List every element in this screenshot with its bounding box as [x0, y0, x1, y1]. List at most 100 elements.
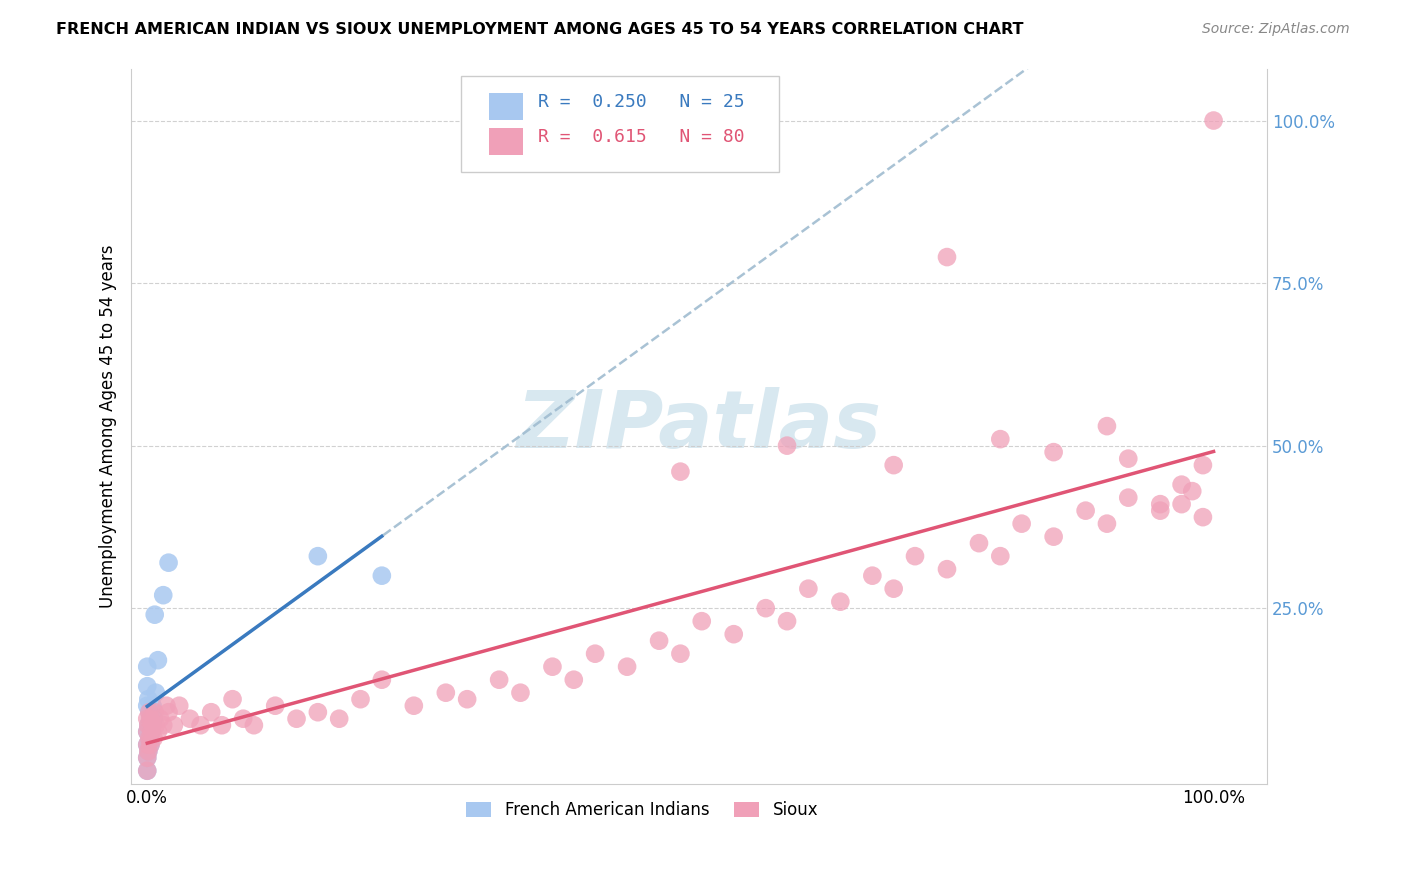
Point: [152, 588, 174, 602]
Point: [860, 568, 883, 582]
Point: [190, 718, 212, 732]
Point: [136, 724, 159, 739]
Point: [146, 653, 169, 667]
Point: [1074, 503, 1097, 517]
Point: [149, 712, 172, 726]
Point: [136, 659, 159, 673]
Point: [936, 562, 959, 576]
Point: [138, 705, 160, 719]
Point: [371, 673, 394, 687]
Point: [136, 750, 159, 764]
Point: [616, 659, 638, 673]
Point: [1192, 458, 1215, 472]
Point: [883, 458, 905, 472]
Point: [402, 698, 425, 713]
Point: [1095, 419, 1118, 434]
Point: [883, 582, 905, 596]
Point: [139, 738, 162, 752]
Point: [139, 712, 162, 726]
Point: [136, 738, 159, 752]
Point: [967, 536, 990, 550]
Point: [136, 750, 159, 764]
Point: [167, 698, 190, 713]
FancyBboxPatch shape: [489, 128, 523, 155]
Point: [1116, 491, 1139, 505]
Point: [141, 724, 163, 739]
Point: [146, 724, 169, 739]
Point: [541, 659, 564, 673]
Point: [136, 679, 159, 693]
Point: [136, 712, 159, 726]
Point: [648, 633, 671, 648]
Y-axis label: Unemployment Among Ages 45 to 54 years: Unemployment Among Ages 45 to 54 years: [100, 244, 117, 607]
Point: [936, 250, 959, 264]
Point: [307, 549, 329, 564]
Point: [157, 556, 180, 570]
Point: [988, 432, 1011, 446]
Point: [142, 718, 165, 732]
FancyBboxPatch shape: [461, 76, 779, 172]
Point: [136, 692, 159, 706]
Text: ZIPatlas: ZIPatlas: [516, 387, 882, 465]
Text: FRENCH AMERICAN INDIAN VS SIOUX UNEMPLOYMENT AMONG AGES 45 TO 54 YEARS CORRELATI: FRENCH AMERICAN INDIAN VS SIOUX UNEMPLOY…: [56, 22, 1024, 37]
Point: [243, 718, 266, 732]
Point: [142, 731, 165, 746]
Point: [1170, 497, 1192, 511]
Point: [1170, 477, 1192, 491]
Point: [434, 686, 457, 700]
Text: R =  0.615   N = 80: R = 0.615 N = 80: [538, 128, 744, 146]
Point: [163, 718, 186, 732]
Point: [136, 744, 159, 758]
Legend: French American Indians, Sioux: French American Indians, Sioux: [460, 794, 825, 825]
Point: [143, 705, 166, 719]
Point: [488, 673, 510, 687]
Point: [179, 712, 201, 726]
Point: [136, 738, 159, 752]
Point: [1149, 497, 1171, 511]
Point: [138, 705, 160, 719]
Point: [136, 764, 159, 778]
Point: [138, 731, 160, 746]
Point: [141, 724, 163, 739]
Point: [232, 712, 254, 726]
Point: [1149, 503, 1171, 517]
Point: [509, 686, 531, 700]
Point: [200, 705, 222, 719]
Point: [307, 705, 329, 719]
Point: [1202, 113, 1225, 128]
Point: [138, 731, 160, 746]
Point: [145, 718, 167, 732]
Point: [690, 614, 713, 628]
Point: [285, 712, 308, 726]
Point: [143, 607, 166, 622]
Point: [1095, 516, 1118, 531]
Point: [583, 647, 606, 661]
Point: [139, 738, 162, 752]
Point: [136, 718, 159, 732]
Point: [145, 686, 167, 700]
Point: [211, 718, 233, 732]
Point: [221, 692, 243, 706]
Text: R =  0.250   N = 25: R = 0.250 N = 25: [538, 93, 744, 111]
Point: [904, 549, 927, 564]
Point: [1042, 445, 1064, 459]
Point: [142, 712, 165, 726]
Point: [371, 568, 394, 582]
Point: [349, 692, 371, 706]
Point: [797, 582, 820, 596]
Point: [776, 439, 799, 453]
Point: [1181, 484, 1204, 499]
Point: [669, 647, 692, 661]
Point: [1116, 451, 1139, 466]
Point: [456, 692, 478, 706]
Point: [136, 764, 159, 778]
Point: [1042, 530, 1064, 544]
Point: [136, 744, 159, 758]
Point: [776, 614, 799, 628]
Point: [669, 465, 692, 479]
Point: [136, 718, 159, 732]
Point: [136, 698, 159, 713]
Text: Source: ZipAtlas.com: Source: ZipAtlas.com: [1202, 22, 1350, 37]
Point: [723, 627, 745, 641]
Point: [562, 673, 585, 687]
